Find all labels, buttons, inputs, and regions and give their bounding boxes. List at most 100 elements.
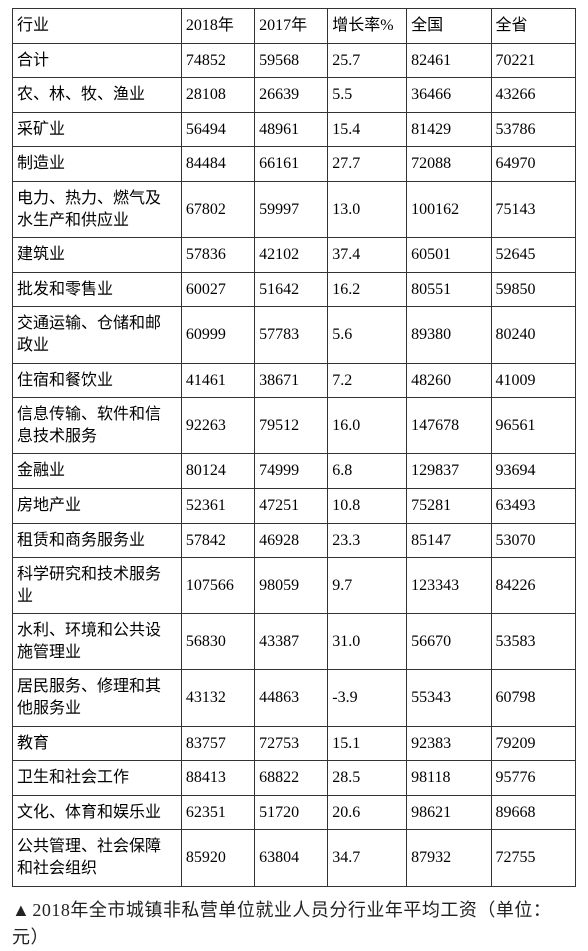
table-cell: 建筑业	[13, 238, 182, 273]
table-cell: 79209	[491, 726, 575, 761]
table-cell: 全省	[491, 9, 575, 44]
table-cell: 75143	[491, 181, 575, 237]
table-cell: 行业	[13, 9, 182, 44]
table-cell: 57842	[181, 523, 254, 558]
table-cell: 123343	[407, 558, 491, 614]
table-cell: 95776	[491, 761, 575, 796]
table-cell: 84226	[491, 558, 575, 614]
table-row: 居民服务、修理和其他服务业4313244863-3.95534360798	[13, 670, 576, 726]
table-cell: 72755	[491, 830, 575, 886]
table-cell: 59997	[255, 181, 328, 237]
table-cell: 36466	[407, 78, 491, 113]
table-cell: 56670	[407, 614, 491, 670]
table-caption: ▲2018年全市城镇非私营单位就业人员分行业年平均工资（单位：元）	[12, 897, 576, 951]
table-cell: 农、林、牧、渔业	[13, 78, 182, 113]
table-cell: 卫生和社会工作	[13, 761, 182, 796]
table-cell: 87932	[407, 830, 491, 886]
table-cell: 15.4	[328, 112, 407, 147]
table-cell: 98059	[255, 558, 328, 614]
table-cell: 64970	[491, 147, 575, 182]
table-row: 教育837577275315.19238379209	[13, 726, 576, 761]
table-row: 水利、环境和公共设施管理业568304338731.05667053583	[13, 614, 576, 670]
table-cell: 56830	[181, 614, 254, 670]
table-cell: 41009	[491, 363, 575, 398]
table-cell: 43266	[491, 78, 575, 113]
table-cell: 72753	[255, 726, 328, 761]
caption-text: 2018年全市城镇非私营单位就业人员分行业年平均工资（单位：元）	[12, 900, 551, 947]
table-cell: 85920	[181, 830, 254, 886]
table-cell: 60501	[407, 238, 491, 273]
table-cell: 批发和零售业	[13, 272, 182, 307]
table-cell: 7.2	[328, 363, 407, 398]
table-cell: 52361	[181, 488, 254, 523]
table-cell: 16.2	[328, 272, 407, 307]
table-cell: 制造业	[13, 147, 182, 182]
table-row: 科学研究和技术服务业107566980599.712334384226	[13, 558, 576, 614]
table-cell: 2018年	[181, 9, 254, 44]
table-cell: 37.4	[328, 238, 407, 273]
table-cell: 2017年	[255, 9, 328, 44]
table-cell: 15.1	[328, 726, 407, 761]
table-cell: 93694	[491, 454, 575, 489]
table-cell: 5.5	[328, 78, 407, 113]
table-cell: 72088	[407, 147, 491, 182]
table-cell: 9.7	[328, 558, 407, 614]
table-row: 农、林、牧、渔业28108266395.53646643266	[13, 78, 576, 113]
table-cell: 60999	[181, 307, 254, 363]
table-cell: 84484	[181, 147, 254, 182]
table-row: 住宿和餐饮业41461386717.24826041009	[13, 363, 576, 398]
table-cell: 28108	[181, 78, 254, 113]
table-cell: 81429	[407, 112, 491, 147]
table-cell: 56494	[181, 112, 254, 147]
table-cell: 全国	[407, 9, 491, 44]
table-cell: 92263	[181, 398, 254, 454]
table-cell: 70221	[491, 43, 575, 78]
table-cell: 100162	[407, 181, 491, 237]
table-cell: 80240	[491, 307, 575, 363]
table-cell: 43132	[181, 670, 254, 726]
table-cell: 55343	[407, 670, 491, 726]
table-row: 建筑业578364210237.46050152645	[13, 238, 576, 273]
table-cell: 48961	[255, 112, 328, 147]
table-cell: 88413	[181, 761, 254, 796]
table-cell: 92383	[407, 726, 491, 761]
table-cell: 交通运输、仓储和邮政业	[13, 307, 182, 363]
table-cell: 27.7	[328, 147, 407, 182]
table-cell: 增长率%	[328, 9, 407, 44]
table-cell: 67802	[181, 181, 254, 237]
table-row: 采矿业564944896115.48142953786	[13, 112, 576, 147]
table-cell: 79512	[255, 398, 328, 454]
table-cell: 51642	[255, 272, 328, 307]
table-cell: 41461	[181, 363, 254, 398]
table-row: 文化、体育和娱乐业623515172020.69862189668	[13, 795, 576, 830]
table-cell: 5.6	[328, 307, 407, 363]
table-cell: 74999	[255, 454, 328, 489]
table-cell: 租赁和商务服务业	[13, 523, 182, 558]
table-cell: 教育	[13, 726, 182, 761]
table-row: 电力、热力、燃气及水生产和供应业678025999713.01001627514…	[13, 181, 576, 237]
table-cell: 53583	[491, 614, 575, 670]
table-header-row: 合计748525956825.78246170221	[13, 43, 576, 78]
table-cell: 147678	[407, 398, 491, 454]
table-cell: 89668	[491, 795, 575, 830]
table-cell: 57783	[255, 307, 328, 363]
table-cell: 82461	[407, 43, 491, 78]
table-cell: 23.3	[328, 523, 407, 558]
table-cell: 59850	[491, 272, 575, 307]
table-cell: 28.5	[328, 761, 407, 796]
table-cell: 44863	[255, 670, 328, 726]
triangle-icon: ▲	[12, 900, 30, 920]
table-cell: 信息传输、软件和信息技术服务	[13, 398, 182, 454]
table-cell: 98621	[407, 795, 491, 830]
table-cell: 80124	[181, 454, 254, 489]
table-cell: 62351	[181, 795, 254, 830]
table-header-row: 行业2018年2017年增长率%全国全省	[13, 9, 576, 44]
table-cell: 74852	[181, 43, 254, 78]
table-cell: 98118	[407, 761, 491, 796]
table-row: 金融业80124749996.812983793694	[13, 454, 576, 489]
table-cell: 文化、体育和娱乐业	[13, 795, 182, 830]
table-cell: 60027	[181, 272, 254, 307]
table-row: 批发和零售业600275164216.28055159850	[13, 272, 576, 307]
table-cell: 63493	[491, 488, 575, 523]
table-row: 信息传输、软件和信息技术服务922637951216.014767896561	[13, 398, 576, 454]
